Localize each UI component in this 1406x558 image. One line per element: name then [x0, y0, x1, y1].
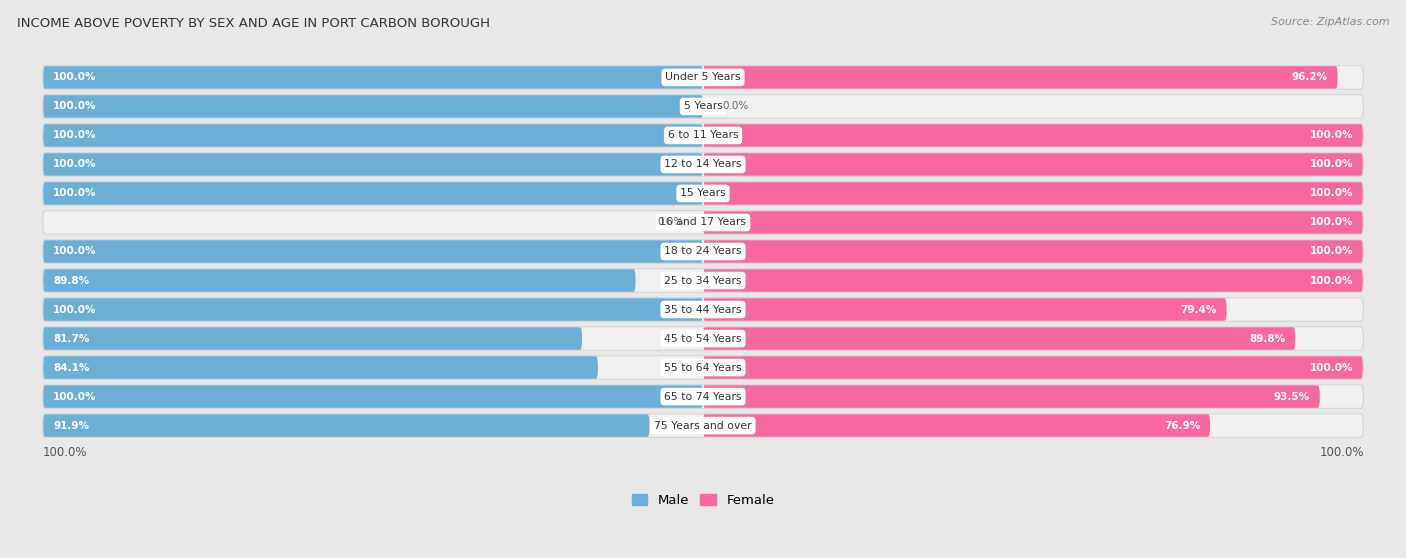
Text: 100.0%: 100.0% — [53, 73, 97, 83]
Text: 76.9%: 76.9% — [1164, 421, 1201, 431]
Text: Under 5 Years: Under 5 Years — [665, 73, 741, 83]
Text: 65 to 74 Years: 65 to 74 Years — [664, 392, 742, 402]
FancyBboxPatch shape — [44, 415, 1362, 437]
Text: 100.0%: 100.0% — [53, 305, 97, 315]
FancyBboxPatch shape — [42, 210, 1364, 234]
Text: 100.0%: 100.0% — [1309, 189, 1353, 199]
FancyBboxPatch shape — [42, 123, 1364, 147]
Text: 100.0%: 100.0% — [53, 247, 97, 257]
FancyBboxPatch shape — [703, 240, 1362, 263]
Text: 100.0%: 100.0% — [53, 160, 97, 170]
FancyBboxPatch shape — [703, 124, 1362, 147]
Text: 35 to 44 Years: 35 to 44 Years — [664, 305, 742, 315]
FancyBboxPatch shape — [44, 66, 1362, 89]
Text: 89.8%: 89.8% — [53, 276, 90, 286]
Text: 0.0%: 0.0% — [723, 102, 749, 112]
FancyBboxPatch shape — [42, 65, 1364, 90]
FancyBboxPatch shape — [42, 152, 1364, 176]
FancyBboxPatch shape — [703, 328, 1295, 350]
FancyBboxPatch shape — [42, 94, 1364, 119]
Text: 100.0%: 100.0% — [53, 392, 97, 402]
FancyBboxPatch shape — [44, 95, 703, 118]
Text: INCOME ABOVE POVERTY BY SEX AND AGE IN PORT CARBON BOROUGH: INCOME ABOVE POVERTY BY SEX AND AGE IN P… — [17, 17, 489, 30]
Text: 100.0%: 100.0% — [53, 131, 97, 141]
FancyBboxPatch shape — [44, 299, 703, 321]
Text: 0.0%: 0.0% — [657, 218, 683, 228]
Text: 84.1%: 84.1% — [53, 363, 90, 373]
Text: 16 and 17 Years: 16 and 17 Years — [659, 218, 747, 228]
FancyBboxPatch shape — [42, 355, 1364, 379]
Text: Source: ZipAtlas.com: Source: ZipAtlas.com — [1271, 17, 1389, 27]
FancyBboxPatch shape — [703, 357, 1362, 379]
Text: 100.0%: 100.0% — [53, 189, 97, 199]
FancyBboxPatch shape — [42, 413, 1364, 437]
FancyBboxPatch shape — [42, 268, 1364, 292]
FancyBboxPatch shape — [44, 357, 1362, 379]
FancyBboxPatch shape — [44, 328, 1362, 350]
Text: 6 to 11 Years: 6 to 11 Years — [668, 131, 738, 141]
FancyBboxPatch shape — [42, 384, 1364, 408]
Text: 100.0%: 100.0% — [1319, 446, 1364, 459]
Text: 89.8%: 89.8% — [1250, 334, 1285, 344]
FancyBboxPatch shape — [44, 153, 1362, 176]
Text: 81.7%: 81.7% — [53, 334, 90, 344]
Text: 100.0%: 100.0% — [1309, 276, 1353, 286]
FancyBboxPatch shape — [703, 386, 1320, 408]
FancyBboxPatch shape — [44, 270, 1362, 292]
Text: 15 Years: 15 Years — [681, 189, 725, 199]
FancyBboxPatch shape — [44, 357, 598, 379]
FancyBboxPatch shape — [44, 124, 1362, 147]
FancyBboxPatch shape — [44, 95, 1362, 118]
FancyBboxPatch shape — [703, 182, 1362, 205]
FancyBboxPatch shape — [703, 66, 1337, 89]
FancyBboxPatch shape — [42, 239, 1364, 263]
FancyBboxPatch shape — [44, 182, 703, 205]
FancyBboxPatch shape — [42, 297, 1364, 321]
Text: 93.5%: 93.5% — [1274, 392, 1310, 402]
FancyBboxPatch shape — [44, 66, 703, 89]
Text: 18 to 24 Years: 18 to 24 Years — [664, 247, 742, 257]
FancyBboxPatch shape — [44, 328, 582, 350]
Text: 12 to 14 Years: 12 to 14 Years — [664, 160, 742, 170]
Text: 25 to 34 Years: 25 to 34 Years — [664, 276, 742, 286]
FancyBboxPatch shape — [44, 386, 1362, 408]
FancyBboxPatch shape — [44, 240, 703, 263]
FancyBboxPatch shape — [44, 124, 703, 147]
FancyBboxPatch shape — [703, 415, 1211, 437]
FancyBboxPatch shape — [44, 182, 1362, 205]
Text: 91.9%: 91.9% — [53, 421, 89, 431]
Text: 100.0%: 100.0% — [1309, 218, 1353, 228]
FancyBboxPatch shape — [703, 270, 1362, 292]
FancyBboxPatch shape — [44, 270, 636, 292]
FancyBboxPatch shape — [44, 153, 703, 176]
FancyBboxPatch shape — [42, 326, 1364, 350]
Text: 100.0%: 100.0% — [1309, 363, 1353, 373]
FancyBboxPatch shape — [42, 181, 1364, 205]
Text: 5 Years: 5 Years — [683, 102, 723, 112]
Text: 100.0%: 100.0% — [53, 102, 97, 112]
FancyBboxPatch shape — [703, 153, 1362, 176]
FancyBboxPatch shape — [44, 415, 650, 437]
FancyBboxPatch shape — [703, 211, 1362, 234]
Text: 100.0%: 100.0% — [1309, 247, 1353, 257]
FancyBboxPatch shape — [44, 240, 1362, 263]
Text: 100.0%: 100.0% — [1309, 131, 1353, 141]
Text: 55 to 64 Years: 55 to 64 Years — [664, 363, 742, 373]
Text: 75 Years and over: 75 Years and over — [654, 421, 752, 431]
Legend: Male, Female: Male, Female — [626, 488, 780, 512]
Text: 100.0%: 100.0% — [1309, 160, 1353, 170]
Text: 79.4%: 79.4% — [1181, 305, 1216, 315]
FancyBboxPatch shape — [703, 299, 1226, 321]
FancyBboxPatch shape — [44, 211, 1362, 234]
Text: 96.2%: 96.2% — [1292, 73, 1327, 83]
Text: 100.0%: 100.0% — [42, 446, 87, 459]
Text: 45 to 54 Years: 45 to 54 Years — [664, 334, 742, 344]
FancyBboxPatch shape — [44, 386, 703, 408]
FancyBboxPatch shape — [44, 299, 1362, 321]
